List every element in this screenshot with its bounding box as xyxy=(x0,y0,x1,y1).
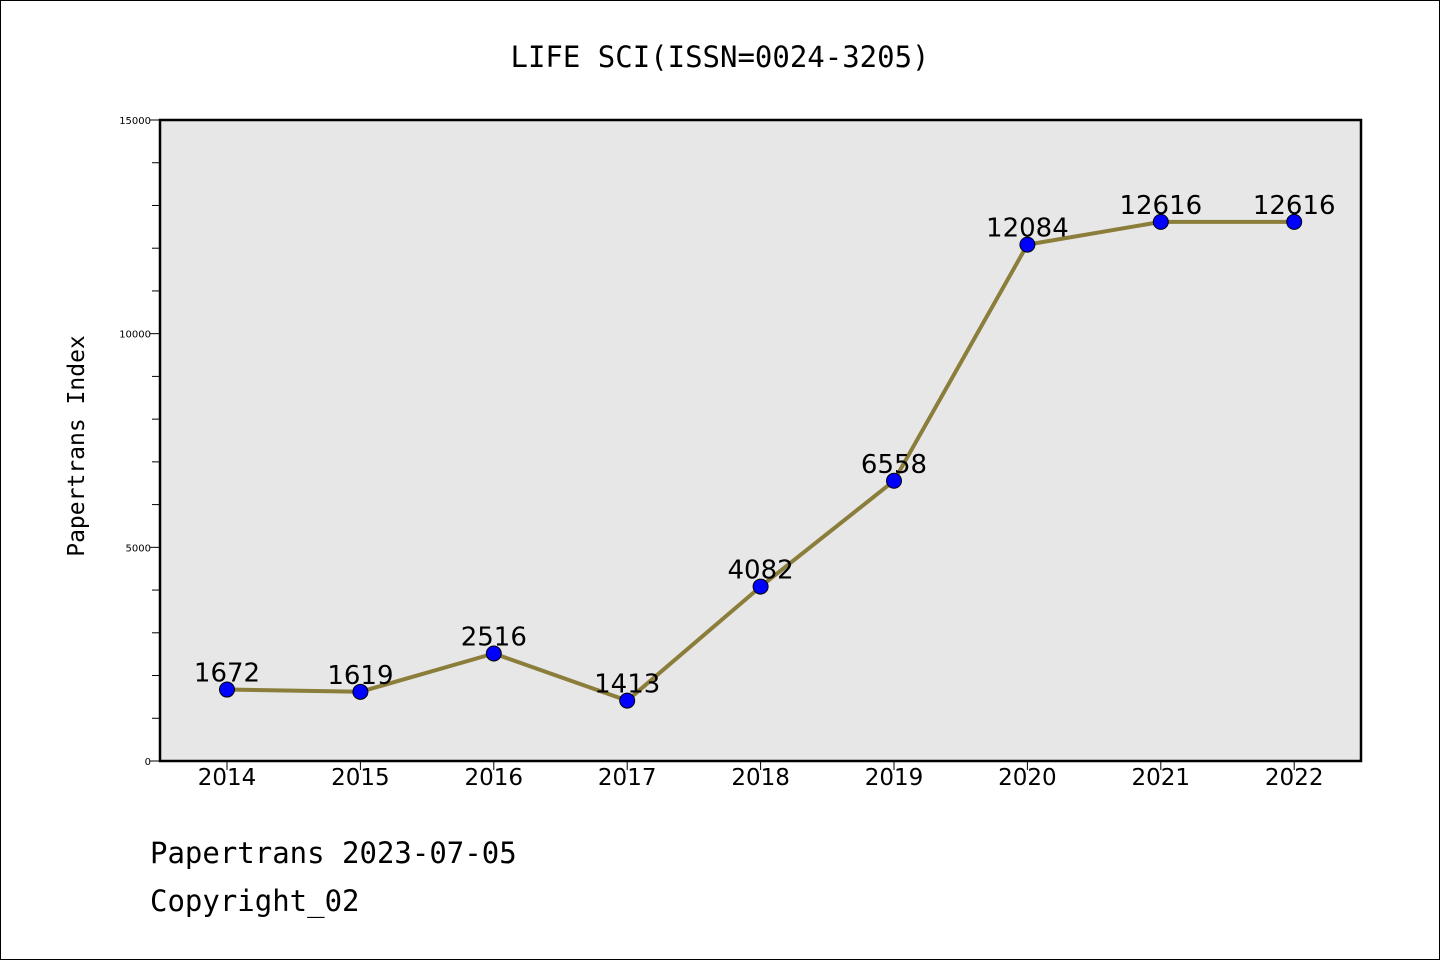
x-tick-label: 2021 xyxy=(1132,765,1191,791)
y-tick-label: 0 xyxy=(145,757,151,768)
y-tick-label: 5000 xyxy=(126,543,151,554)
x-tick-label: 2017 xyxy=(598,765,657,791)
data-point xyxy=(1019,236,1036,253)
y-axis: 0 5000 10000 15000 xyxy=(119,116,160,768)
y-tick-label: 10000 xyxy=(119,330,151,341)
footer-copyright: Copyright_02 xyxy=(150,884,360,918)
data-point xyxy=(1286,213,1303,230)
data-point xyxy=(352,683,369,700)
plot-border xyxy=(158,118,1363,763)
data-point xyxy=(752,578,769,595)
x-tick-label: 2020 xyxy=(998,765,1057,791)
x-tick-label: 2022 xyxy=(1265,765,1324,791)
y-axis-label: Papertrans Index xyxy=(64,335,90,557)
data-point xyxy=(886,472,902,489)
data-point xyxy=(619,692,636,709)
x-tick-label: 2018 xyxy=(731,765,790,791)
data-point xyxy=(219,681,235,698)
data-point xyxy=(485,645,502,662)
chart-title: LIFE SCI(ISSN=0024-3205) xyxy=(510,40,929,74)
x-axis: 2014 2015 2016 2017 2018 2019 2020 2021 2022 xyxy=(198,761,1324,791)
x-tick-label: 2016 xyxy=(465,765,524,791)
data-point xyxy=(1152,213,1169,230)
x-tick-label: 2015 xyxy=(331,765,390,791)
x-tick-label: 2014 xyxy=(198,765,257,791)
footer-date: Papertrans 2023-07-05 xyxy=(150,836,517,870)
y-tick-label: 15000 xyxy=(119,116,151,127)
x-tick-label: 2019 xyxy=(865,765,924,791)
